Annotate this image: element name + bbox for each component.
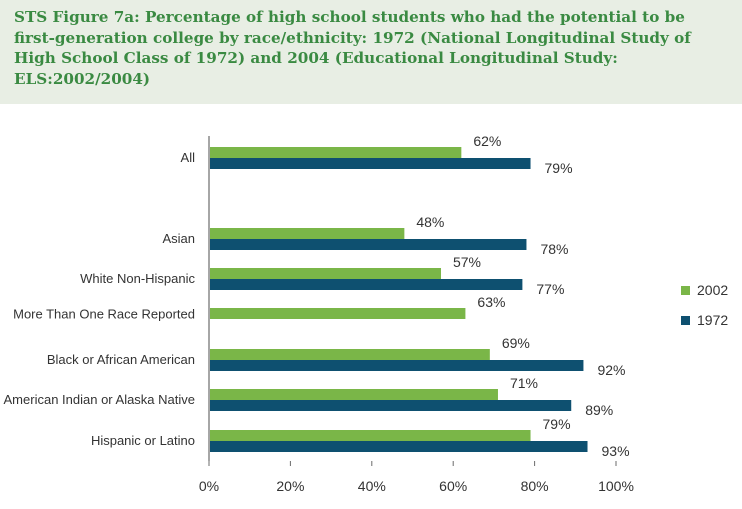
data-label-2002: 79% [543,416,571,432]
legend-swatch-1972 [681,316,690,325]
x-tick-label: 0% [199,478,219,494]
legend-swatch-2002 [681,286,690,295]
bar-2002 [210,147,462,158]
data-label-2002: 69% [502,335,530,351]
bar-1972 [210,158,531,169]
bar-2002 [210,228,405,239]
bar-2002 [210,430,531,441]
data-label-1972: 93% [602,443,630,459]
x-tick-label: 100% [598,478,634,494]
category-label: White Non-Hispanic [80,271,195,286]
category-label: American Indian or Alaska Native [4,392,195,407]
bar-1972 [210,400,572,411]
data-label-2002: 57% [453,254,481,270]
bar-1972 [210,441,588,452]
x-tick-label: 60% [439,478,467,494]
bar-1972 [210,279,523,290]
data-label-1972: 78% [540,241,568,257]
data-label-2002: 63% [477,294,505,310]
category-label: More Than One Race Reported [13,307,195,322]
category-label: All [181,150,196,165]
data-label-1972: 79% [545,160,573,176]
x-tick-label: 80% [521,478,549,494]
bar-chart: 0% 20% 40% 60% 80% 100% 62% 79% All 48% 78% Asian 57… [4,133,729,494]
category-label: Asian [162,231,195,246]
bar-2002 [210,389,498,400]
category-label: Black or African American [47,352,195,367]
bar-2002 [210,349,490,360]
bar-2002 [210,268,441,279]
figure-title: STS Figure 7a: Percentage of high school… [14,8,691,88]
data-label-2002: 48% [416,214,444,230]
bar-2002 [210,308,466,319]
bar-1972 [210,239,527,250]
title-box: STS Figure 7a: Percentage of high school… [0,0,742,104]
category-label: Hispanic or Latino [91,433,195,448]
bar-1972 [210,360,584,371]
legend-label: 2002 [697,282,728,298]
data-label-2002: 71% [510,375,538,391]
x-tick-label: 40% [358,478,386,494]
data-label-1972: 92% [597,362,625,378]
x-tick-label: 20% [276,478,304,494]
data-label-2002: 62% [473,133,501,149]
data-label-1972: 89% [585,402,613,418]
data-label-1972: 77% [536,281,564,297]
legend-label: 1972 [697,312,728,328]
